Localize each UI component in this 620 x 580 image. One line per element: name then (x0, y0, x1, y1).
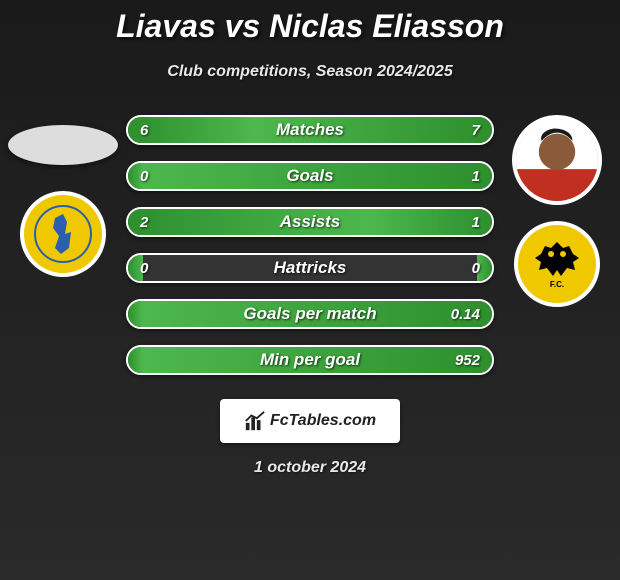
player-right-club-badge: F.C. (514, 221, 600, 307)
stat-bars: 67Matches 01Goals 21Assists 00Hattricks 0.14… (118, 115, 502, 391)
comparison-content: 67Matches 01Goals 21Assists 00Hattricks 0.14… (0, 115, 620, 391)
stat-row: 21Assists (126, 207, 494, 237)
stat-row: 0.14Goals per match (126, 299, 494, 329)
stat-label: Matches (128, 117, 492, 143)
page-title: Liavas vs Niclas Eliasson (0, 0, 620, 45)
stat-row: 67Matches (126, 115, 494, 145)
stat-row: 01Goals (126, 161, 494, 191)
player-left-avatar (8, 125, 118, 165)
avatar-placeholder-icon (516, 115, 598, 205)
player-right-avatar (512, 115, 602, 205)
page-subtitle: Club competitions, Season 2024/2025 (0, 63, 620, 81)
stat-label: Goals per match (128, 301, 492, 327)
site-logo: FcTables.com (220, 399, 400, 443)
footer-date: 1 october 2024 (0, 459, 620, 477)
stat-label: Hattricks (128, 255, 492, 281)
svg-text:F.C.: F.C. (550, 280, 564, 289)
stat-row: 952Min per goal (126, 345, 494, 375)
chart-bars-icon (244, 410, 266, 432)
club-badge-icon: F.C. (525, 232, 589, 296)
player-right-column: F.C. (502, 115, 612, 391)
player-left-column (8, 115, 118, 391)
stat-label: Assists (128, 209, 492, 235)
site-logo-text: FcTables.com (270, 412, 376, 430)
stat-label: Min per goal (128, 347, 492, 373)
stat-row: 00Hattricks (126, 253, 494, 283)
club-badge-icon (33, 204, 93, 264)
player-left-club-badge (20, 191, 106, 277)
stat-label: Goals (128, 163, 492, 189)
